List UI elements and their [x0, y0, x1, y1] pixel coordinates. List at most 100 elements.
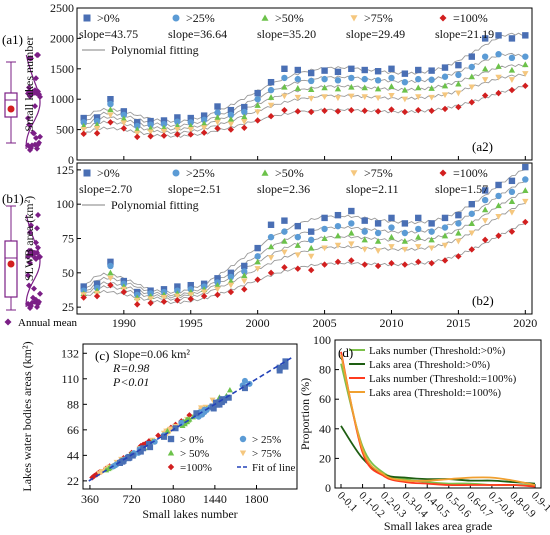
point-gt75 [481, 218, 489, 224]
point-gt50 [164, 428, 171, 434]
legend-slope-gt0: slope=2.70 [79, 182, 132, 196]
y-tick-label: 40 [319, 422, 331, 436]
point-gt50 [107, 269, 114, 276]
y-tick-label: 110 [61, 372, 79, 386]
point-gt0 [93, 114, 101, 121]
mean-dot [7, 260, 15, 268]
point-gt0 [187, 281, 194, 289]
point-gt75 [93, 125, 101, 132]
point-gt0 [80, 114, 87, 122]
legend-label-gt25: >25% [186, 11, 215, 25]
point-eq100 [415, 106, 422, 114]
point-gt0 [468, 200, 475, 208]
point-gt25 [481, 53, 489, 60]
point-gt0 [321, 214, 328, 222]
point-gt75 [495, 74, 502, 81]
point-gt75 [455, 90, 462, 97]
point-eq100 [281, 106, 288, 114]
point-gt25 [227, 111, 235, 119]
legend-slope-gt25: slope=36.64 [168, 27, 227, 41]
annotation-slope: Slope=0.06 km² [113, 347, 190, 361]
legend-label-darkgreen: Laks area (Threshold:>0%) [369, 359, 490, 371]
y-axis-label: Small lakes number [22, 36, 36, 131]
point-gt0 [120, 457, 127, 464]
point-eq100 [147, 299, 154, 307]
point-eq100 [481, 92, 489, 99]
point-eq100 [468, 99, 475, 106]
point-eq100 [348, 257, 355, 264]
point-gt0 [348, 65, 355, 72]
legend-label-gt0: >0% [97, 166, 120, 180]
point-gt25 [307, 77, 315, 85]
point-gt0 [227, 269, 235, 277]
point-gt75 [227, 282, 235, 289]
point-gt0 [215, 401, 222, 408]
mean-point [32, 103, 38, 110]
point-eq100 [522, 218, 529, 226]
point-eq100 [174, 297, 181, 304]
y-tick-label: 100 [56, 197, 74, 211]
annotation-p: P<0.01 [112, 375, 149, 389]
point-gt50 [455, 229, 462, 236]
point-eq100 [294, 265, 302, 272]
point-gt75 [428, 94, 435, 101]
point-gt75 [307, 96, 315, 102]
point-gt0 [241, 385, 248, 392]
legend-marker-eq100 [167, 463, 175, 471]
point-gt0 [93, 280, 101, 287]
point-gt0 [227, 106, 235, 114]
point-eq100 [241, 124, 248, 131]
point-eq100 [441, 257, 449, 264]
point-gt25 [334, 77, 342, 84]
mean-point [27, 260, 33, 267]
point-gt0 [455, 61, 462, 69]
point-eq100 [93, 130, 101, 137]
point-gt0 [522, 32, 529, 39]
mean-point [32, 249, 38, 256]
legend-label-eq100: =100% [453, 11, 488, 25]
point-gt25 [415, 75, 422, 83]
point-gt0 [134, 119, 141, 126]
point-gt25 [348, 220, 355, 227]
point-gt25 [321, 75, 328, 83]
point-eq100 [200, 129, 208, 136]
x-tick-label: 1990 [112, 316, 136, 330]
fit-line-eq100 [83, 86, 526, 138]
point-eq100 [174, 131, 181, 138]
annual-mean-legend-label: Annual mean [18, 317, 77, 329]
point-gt0 [281, 217, 288, 224]
point-gt25 [241, 377, 248, 384]
legend-label-gt75: >75% [364, 11, 393, 25]
point-gt50 [348, 83, 355, 90]
point-gt0 [125, 454, 132, 461]
point-gt0 [307, 69, 315, 77]
fit-line-gt75 [83, 73, 526, 135]
point-gt75 [495, 213, 502, 220]
point-gt50 [294, 85, 302, 91]
mean-point [25, 272, 31, 279]
y-axis-label: SLWB area (km²) [22, 196, 36, 281]
mean-point [26, 84, 32, 91]
point-eq100 [468, 246, 475, 253]
fit-line-gt0 [83, 32, 526, 123]
point-gt25 [508, 188, 516, 196]
point-gt25 [441, 73, 449, 80]
point-gt0 [254, 244, 261, 252]
point-gt75 [241, 119, 248, 125]
point-gt50 [508, 198, 516, 204]
point-gt25 [374, 229, 382, 237]
point-gt0 [334, 211, 342, 219]
point-gt0 [361, 66, 368, 74]
point-gt25 [267, 233, 275, 241]
y-tick-label: 1500 [50, 62, 74, 76]
point-gt50 [401, 86, 409, 93]
legend-label-gt25: > 25% [252, 434, 281, 446]
point-eq100 [160, 298, 168, 305]
point-eq100 [374, 108, 382, 115]
legend-marker-gt0 [83, 14, 91, 22]
point-gt25 [468, 63, 475, 71]
point-gt75 [107, 275, 114, 282]
point-gt0 [267, 78, 275, 86]
point-gt0 [455, 211, 462, 219]
point-eq100 [388, 106, 395, 113]
